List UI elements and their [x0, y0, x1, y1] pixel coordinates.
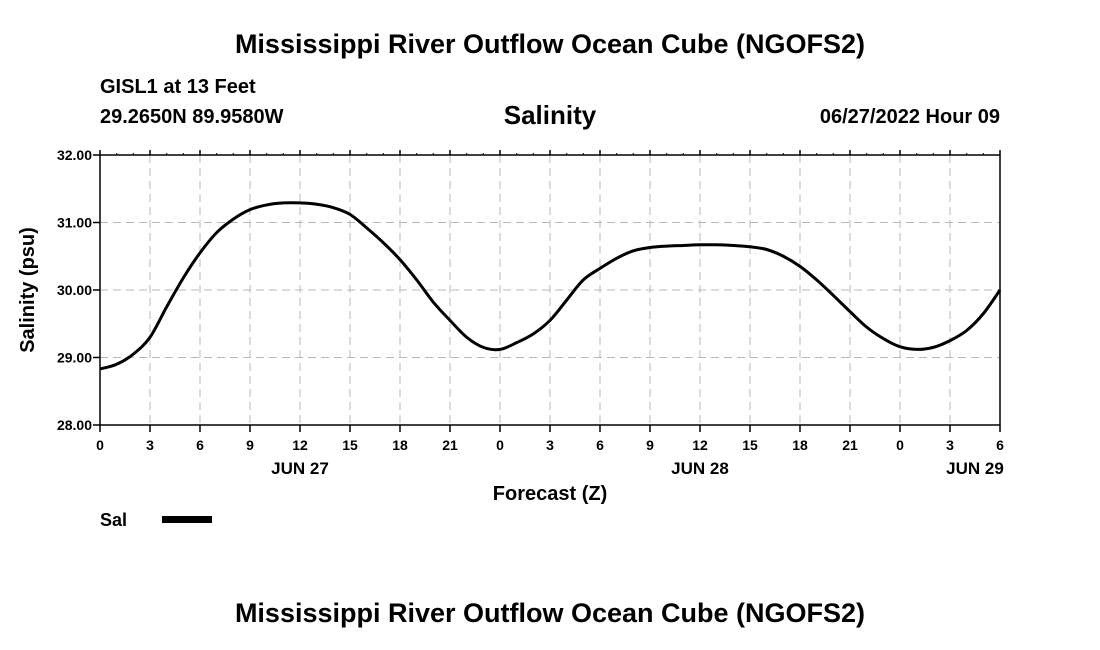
y-tick-label: 32.00 [57, 147, 92, 163]
x-tick-label: 9 [646, 437, 654, 453]
y-axis-label: Salinity (psu) [17, 227, 39, 353]
y-tick-labels: 28.00 29.00 30.00 31.00 32.00 [57, 147, 92, 433]
page-title: Mississippi River Outflow Ocean Cube (NG… [234, 29, 866, 59]
legend-label-sal: Sal [100, 510, 127, 530]
x-tick-label: 3 [146, 437, 154, 453]
series-line-sal [99, 201, 1002, 371]
x-tick-label: 18 [392, 437, 408, 453]
forecast-datetime: 06/27/2022 Hour 09 [819, 106, 1000, 128]
x-tick-label: 9 [246, 437, 254, 453]
x-axis-label: Forecast (Z) [493, 483, 607, 505]
x-tick-label: 6 [196, 437, 204, 453]
date-label: JUN 27 [271, 459, 329, 478]
x-tick-label: 6 [596, 437, 604, 453]
x-tick-label: 0 [96, 437, 104, 453]
y-tick-label: 30.00 [57, 282, 92, 298]
x-tick-label: 18 [792, 437, 808, 453]
station-coordinates: 29.2650N 89.9580W [100, 106, 284, 128]
chart-title: Salinity [503, 100, 597, 130]
x-tick-label: 3 [946, 437, 954, 453]
x-tick-label: 12 [292, 437, 308, 453]
x-tick-label: 12 [692, 437, 708, 453]
x-tick-label: 6 [996, 437, 1004, 453]
date-label: JUN 29 [946, 459, 1004, 478]
x-tick-label: 0 [496, 437, 504, 453]
date-labels: JUN 27 JUN 28 JUN 29 [271, 459, 1004, 478]
legend-swatch-sal [162, 516, 212, 523]
x-tick-label: 21 [842, 437, 858, 453]
x-tick-label: 0 [896, 437, 904, 453]
axis-ticks [93, 150, 1001, 432]
date-label: JUN 28 [671, 459, 729, 478]
station-label: GISL1 at 13 Feet [100, 76, 256, 98]
grid [100, 155, 1000, 425]
footer-title: Mississippi River Outflow Ocean Cube (NG… [234, 598, 866, 628]
y-tick-label: 29.00 [57, 350, 92, 366]
x-tick-labels: 0 3 6 9 12 15 18 21 0 3 6 9 12 15 18 21 0 3 6 [96, 437, 1004, 453]
x-tick-label: 15 [342, 437, 358, 453]
x-tick-label: 3 [546, 437, 554, 453]
y-tick-label: 28.00 [57, 417, 92, 433]
x-tick-label: 21 [442, 437, 458, 453]
y-tick-label: 31.00 [57, 215, 92, 231]
x-tick-label: 15 [742, 437, 758, 453]
